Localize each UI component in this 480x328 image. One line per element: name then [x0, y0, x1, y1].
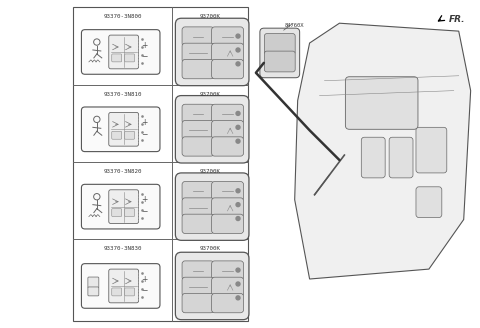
- Text: −: −: [142, 52, 148, 61]
- FancyBboxPatch shape: [264, 33, 295, 54]
- FancyBboxPatch shape: [182, 120, 214, 140]
- Text: 93700K: 93700K: [200, 14, 221, 19]
- FancyBboxPatch shape: [212, 182, 243, 201]
- FancyBboxPatch shape: [260, 28, 300, 78]
- Text: −: −: [142, 207, 148, 216]
- FancyBboxPatch shape: [109, 113, 139, 146]
- Circle shape: [236, 268, 240, 272]
- Polygon shape: [295, 23, 471, 279]
- FancyBboxPatch shape: [182, 214, 214, 234]
- Text: +: +: [142, 195, 148, 204]
- FancyBboxPatch shape: [212, 104, 243, 124]
- FancyBboxPatch shape: [109, 190, 139, 223]
- FancyBboxPatch shape: [112, 209, 122, 216]
- FancyBboxPatch shape: [175, 252, 249, 320]
- FancyBboxPatch shape: [212, 198, 243, 217]
- Text: +: +: [142, 118, 148, 127]
- FancyBboxPatch shape: [109, 269, 139, 303]
- Text: +: +: [142, 275, 148, 283]
- FancyBboxPatch shape: [125, 288, 134, 296]
- FancyBboxPatch shape: [212, 137, 243, 156]
- FancyBboxPatch shape: [112, 131, 122, 139]
- Circle shape: [236, 48, 240, 52]
- Circle shape: [236, 34, 240, 38]
- FancyBboxPatch shape: [175, 173, 249, 240]
- FancyBboxPatch shape: [125, 209, 134, 216]
- FancyBboxPatch shape: [182, 43, 214, 62]
- FancyBboxPatch shape: [182, 294, 214, 313]
- FancyBboxPatch shape: [212, 43, 243, 62]
- Text: +: +: [142, 41, 148, 50]
- FancyBboxPatch shape: [82, 107, 160, 152]
- Circle shape: [236, 203, 240, 207]
- Text: −: −: [142, 130, 148, 139]
- FancyBboxPatch shape: [88, 287, 99, 296]
- FancyBboxPatch shape: [109, 35, 139, 69]
- Text: 93370-3N800: 93370-3N800: [103, 14, 142, 19]
- FancyBboxPatch shape: [175, 95, 249, 163]
- FancyBboxPatch shape: [182, 277, 214, 297]
- Bar: [73, 7, 248, 321]
- Text: 84760X: 84760X: [285, 23, 304, 28]
- FancyBboxPatch shape: [182, 261, 214, 280]
- Text: 93700K: 93700K: [200, 246, 221, 251]
- FancyBboxPatch shape: [182, 137, 214, 156]
- Circle shape: [236, 112, 240, 115]
- FancyBboxPatch shape: [416, 127, 447, 173]
- FancyBboxPatch shape: [389, 137, 413, 178]
- FancyBboxPatch shape: [125, 54, 134, 62]
- Text: 93370-3N810: 93370-3N810: [103, 92, 142, 97]
- FancyBboxPatch shape: [182, 182, 214, 201]
- FancyBboxPatch shape: [346, 77, 418, 129]
- FancyBboxPatch shape: [88, 277, 99, 288]
- Circle shape: [236, 189, 240, 193]
- FancyBboxPatch shape: [175, 18, 249, 86]
- FancyBboxPatch shape: [125, 131, 134, 139]
- FancyBboxPatch shape: [212, 277, 243, 297]
- FancyBboxPatch shape: [182, 27, 214, 46]
- FancyBboxPatch shape: [361, 137, 385, 178]
- Text: −: −: [142, 286, 148, 296]
- FancyBboxPatch shape: [212, 59, 243, 79]
- FancyBboxPatch shape: [182, 59, 214, 79]
- Circle shape: [236, 296, 240, 300]
- FancyBboxPatch shape: [182, 104, 214, 124]
- Circle shape: [236, 139, 240, 143]
- Circle shape: [236, 216, 240, 220]
- FancyBboxPatch shape: [264, 51, 295, 72]
- Circle shape: [236, 125, 240, 129]
- Text: 93700K: 93700K: [200, 169, 221, 174]
- FancyBboxPatch shape: [82, 30, 160, 74]
- FancyBboxPatch shape: [112, 54, 122, 62]
- FancyBboxPatch shape: [212, 294, 243, 313]
- Text: 93700K: 93700K: [200, 92, 221, 97]
- FancyBboxPatch shape: [112, 288, 122, 296]
- Circle shape: [236, 282, 240, 286]
- Circle shape: [236, 62, 240, 66]
- FancyBboxPatch shape: [212, 261, 243, 280]
- FancyBboxPatch shape: [212, 27, 243, 46]
- FancyBboxPatch shape: [212, 214, 243, 234]
- FancyBboxPatch shape: [82, 184, 160, 229]
- Text: FR.: FR.: [449, 15, 465, 24]
- FancyBboxPatch shape: [212, 120, 243, 140]
- Text: 93370-3N820: 93370-3N820: [103, 169, 142, 174]
- FancyBboxPatch shape: [416, 187, 442, 217]
- Text: 93370-3N830: 93370-3N830: [103, 246, 142, 251]
- FancyBboxPatch shape: [82, 264, 160, 308]
- FancyBboxPatch shape: [182, 198, 214, 217]
